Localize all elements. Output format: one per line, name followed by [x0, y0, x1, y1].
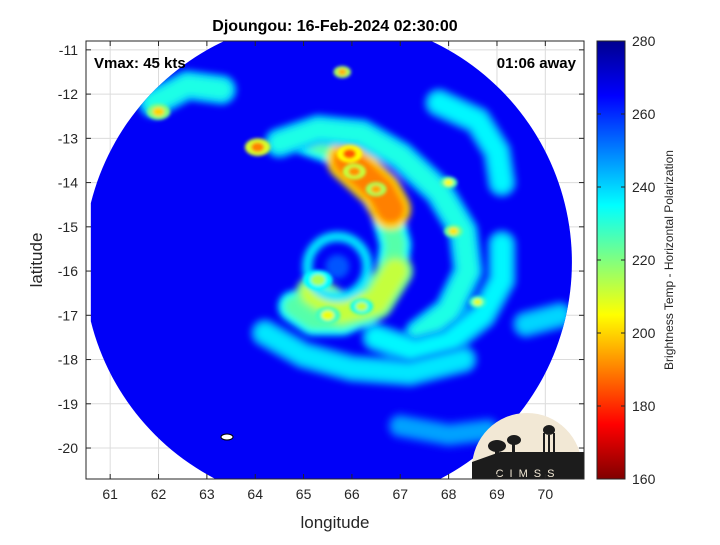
rain-band — [367, 236, 511, 360]
colorbar-tick-label: 160 — [632, 471, 656, 487]
colorbar-tick-label: 260 — [632, 106, 656, 122]
y-tick-label: -15 — [58, 219, 78, 235]
x-tick-label: 69 — [489, 486, 505, 502]
y-tick-label: -13 — [58, 130, 78, 146]
rain-band — [270, 120, 477, 342]
convective-cell-core — [321, 310, 335, 321]
y-tick-label: -18 — [58, 352, 78, 368]
y-tick-label: -19 — [58, 396, 78, 412]
convective-cell-core — [444, 179, 453, 186]
y-tick-labels: -11 -12 -13 -14 -15 -16 -17 -18 -19 -20 — [58, 42, 78, 456]
y-tick-label: -11 — [59, 42, 78, 58]
rain-band — [518, 307, 568, 333]
convective-cell-core — [473, 298, 482, 306]
x-tick-label: 63 — [199, 486, 215, 502]
rain-band — [144, 76, 231, 112]
convective-cell-core — [448, 227, 459, 235]
colorbar — [596, 40, 626, 480]
y-axis-label: latitude — [27, 233, 46, 288]
y-tick-label: -20 — [58, 440, 78, 456]
plot-border — [85, 40, 585, 480]
convective-cell-core — [343, 148, 356, 159]
x-tick-label: 61 — [102, 486, 118, 502]
colorbar-tick-label: 200 — [632, 325, 656, 341]
convective-cell-core — [370, 185, 382, 194]
swath-layer — [90, 41, 572, 479]
rain-band — [393, 418, 495, 443]
x-tick-label: 67 — [392, 486, 408, 502]
convective-cell-core — [337, 68, 347, 76]
convective-cell-core — [348, 167, 361, 176]
y-tick-label: -12 — [58, 86, 78, 102]
y-tick-label: -14 — [58, 175, 78, 191]
chart-title: Djoungou: 16-Feb-2024 02:30:00 — [212, 18, 458, 35]
rain-band — [256, 324, 472, 382]
convective-cell-core — [251, 142, 265, 153]
convective-cell-core — [310, 274, 326, 286]
x-axis-label: longitude — [300, 513, 369, 532]
storm-eye — [325, 254, 350, 279]
vmax-annotation: Vmax: 45 kts — [94, 55, 186, 72]
x-tick-label: 66 — [344, 486, 360, 502]
logo-text: CIMSS — [496, 468, 561, 480]
x-tick-label: 70 — [538, 486, 554, 502]
colorbar-ticks: 160 180 200 220 240 260 280 — [597, 33, 656, 487]
x-tick-label: 64 — [247, 486, 263, 502]
logo-building-icon — [472, 425, 584, 479]
axis-ticks — [86, 41, 584, 479]
brightness-temperature-field — [90, 41, 572, 479]
colorbar-tick-label: 180 — [632, 398, 656, 414]
eyewall-ring — [302, 231, 373, 302]
convective-cell-core — [152, 107, 165, 117]
colorbar-label: Brightness Temp - Horizontal Polarizatio… — [662, 150, 676, 370]
colorbar-tick-label: 280 — [632, 33, 656, 49]
colorbar-tick-label: 220 — [632, 252, 656, 268]
cimss-logo: CIMSS — [472, 413, 584, 480]
x-tick-label: 68 — [441, 486, 457, 502]
y-tick-label: -16 — [58, 263, 78, 279]
x-tick-label: 65 — [296, 486, 312, 502]
time-offset-annotation: 01:06 away — [497, 55, 577, 72]
rain-band — [430, 94, 511, 192]
x-tick-label: 62 — [151, 486, 167, 502]
y-tick-label: -17 — [58, 307, 78, 323]
x-tick-labels: 61 62 63 64 65 66 67 68 69 70 — [102, 486, 553, 502]
island-outline — [220, 433, 234, 441]
convective-cell-core — [355, 302, 368, 311]
convective-cells — [146, 65, 487, 325]
colorbar-tick-label: 240 — [632, 179, 656, 195]
